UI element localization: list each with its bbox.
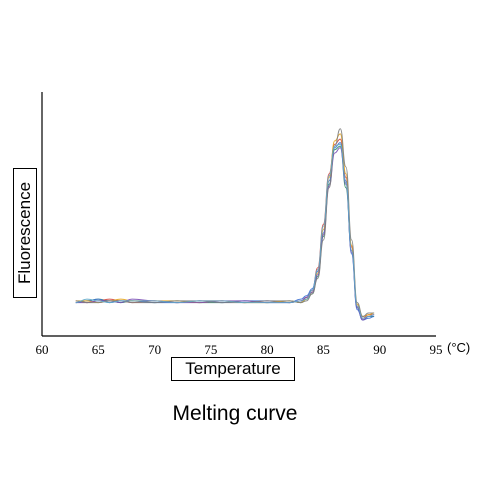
x-tick-label: 70 <box>148 342 161 357</box>
series-line-3 <box>75 142 375 321</box>
x-tick-label: 65 <box>92 342 105 357</box>
x-tick-label: 60 <box>36 342 49 357</box>
series-line-7 <box>75 143 375 319</box>
series-lines <box>75 128 375 321</box>
x-tick-labels: 60 65 70 75 80 85 90 95 <box>36 342 443 357</box>
y-axis-label: Fluorescence <box>15 181 34 285</box>
x-tick-label: 75 <box>204 342 217 357</box>
x-tick-label: 85 <box>317 342 330 357</box>
series-line-4 <box>75 133 375 318</box>
series-line-6 <box>75 128 375 318</box>
x-unit-label: (°C) <box>447 340 470 355</box>
y-axis-label-box: Fluorescence <box>13 168 37 298</box>
series-line-1 <box>75 145 375 321</box>
x-tick-label: 95 <box>430 342 443 357</box>
chart-title: Melting curve <box>172 402 298 425</box>
x-tick-label: 80 <box>261 342 274 357</box>
x-axis-label-box: Temperature <box>171 357 295 381</box>
series-line-2 <box>75 138 375 319</box>
x-axis-label: Temperature <box>185 359 281 378</box>
x-tick-label: 90 <box>373 342 386 357</box>
